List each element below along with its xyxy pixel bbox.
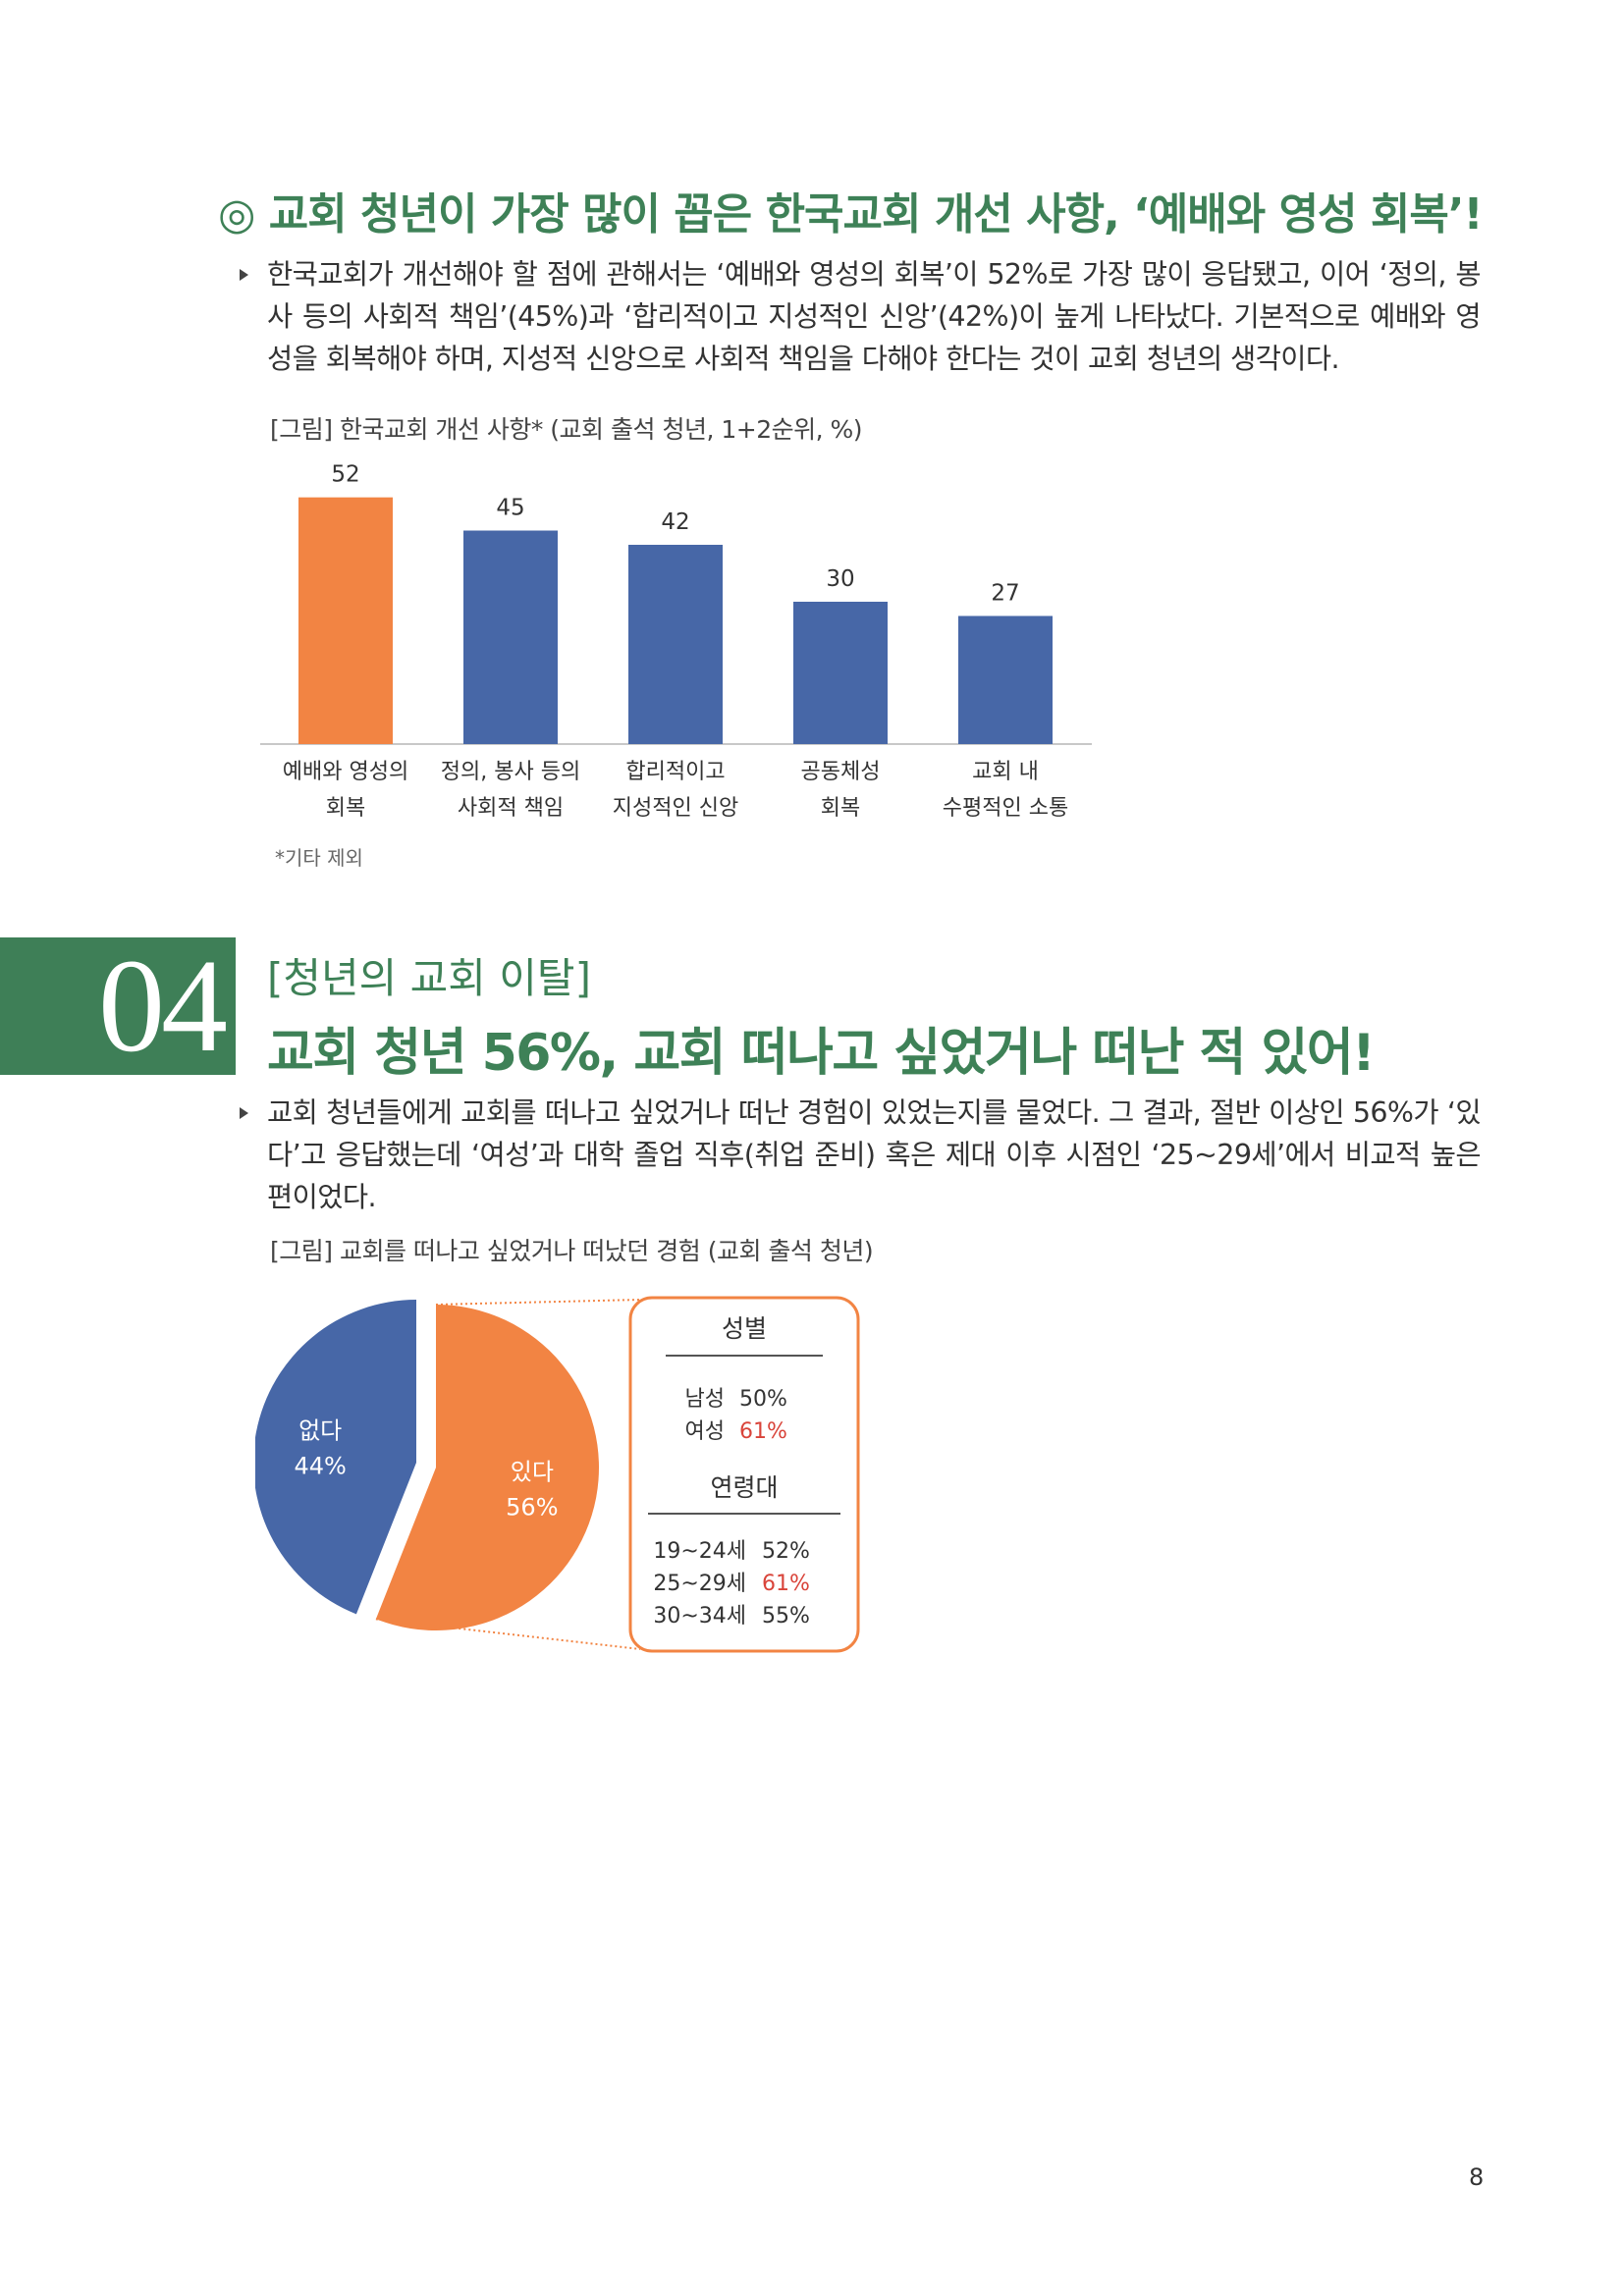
age-value: 52%: [762, 1539, 810, 1564]
gender-title: 성별: [722, 1314, 767, 1343]
data-label: 45: [496, 496, 524, 521]
category-label: 지성적인 신앙: [613, 796, 738, 821]
main-heading: 교회 청년 56%, 교회 떠나고 싶었거나 떠난 적 있어!: [267, 1024, 1376, 1083]
category-label: 공동체성: [801, 760, 881, 784]
data-label: 30: [826, 566, 854, 592]
bullet-icon: [240, 1107, 248, 1119]
gender-label: 여성: [685, 1419, 725, 1444]
bar: [298, 497, 393, 744]
pie-percent: 44%: [294, 1452, 346, 1479]
category-label: 예배와 영성의: [283, 760, 408, 784]
bar: [628, 545, 723, 744]
category-label: 수평적인 소통: [943, 796, 1068, 821]
bar: [463, 530, 558, 744]
age-label: 25~29세: [653, 1572, 746, 1596]
pie-label: 있다: [511, 1459, 554, 1486]
bar: [793, 602, 888, 744]
breakdown-box: [628, 1296, 860, 1653]
figure-caption: [그림] 교회를 떠나고 싶었거나 떠났던 경험 (교회 출석 청년): [270, 1237, 874, 1265]
gender-label: 남성: [685, 1387, 725, 1412]
pie-slice: [255, 1300, 416, 1615]
connector-line: [375, 1618, 641, 1650]
age-label: 30~34세: [653, 1604, 746, 1629]
paragraph-exit: 교회 청년들에게 교회를 떠나고 싶었거나 떠난 경험이 있었는지를 물었다. …: [267, 1096, 1482, 1213]
data-label: 42: [661, 509, 689, 535]
data-label: 27: [991, 581, 1019, 607]
age-value: 55%: [762, 1604, 810, 1629]
age-title: 연령대: [710, 1473, 778, 1502]
pie-label: 없다: [298, 1416, 342, 1444]
section-title: ◎ 교회 청년이 가장 많이 꼽은 한국교회 개선 사항, ‘예배와 영성 회복…: [218, 189, 1484, 240]
data-label: 52: [331, 462, 359, 488]
category-label: 정의, 봉사 등의: [441, 760, 580, 784]
category-label: 회복: [326, 796, 365, 821]
section-number-box: [0, 937, 236, 1075]
bullet-icon: [240, 269, 248, 281]
category-label: 교회 내: [972, 760, 1039, 784]
paragraph-intro: 한국교회가 개선해야 할 점에 관해서는 ‘예배와 영성의 회복’이 52%로 …: [267, 258, 1482, 375]
section-number: 04: [98, 933, 228, 1080]
connector-line: [435, 1299, 641, 1306]
age-value: 61%: [762, 1572, 810, 1596]
gender-value: 50%: [739, 1387, 787, 1412]
age-label: 19~24세: [653, 1539, 746, 1564]
gender-value: 61%: [739, 1419, 787, 1444]
category-label: 회복: [821, 796, 860, 821]
sub-heading: [청년의 교회 이탈]: [267, 954, 591, 1002]
figure-caption: [그림] 한국교회 개선 사항* (교회 출석 청년, 1+2순위, %): [270, 415, 863, 444]
pie-slice: [375, 1305, 599, 1630]
category-label: 합리적이고: [625, 760, 725, 784]
page-number: 8: [1469, 2163, 1485, 2191]
bar: [958, 615, 1053, 744]
pie-percent: 56%: [506, 1494, 558, 1522]
category-label: 사회적 책임: [458, 796, 564, 821]
footnote: *기타 제외: [275, 846, 363, 870]
